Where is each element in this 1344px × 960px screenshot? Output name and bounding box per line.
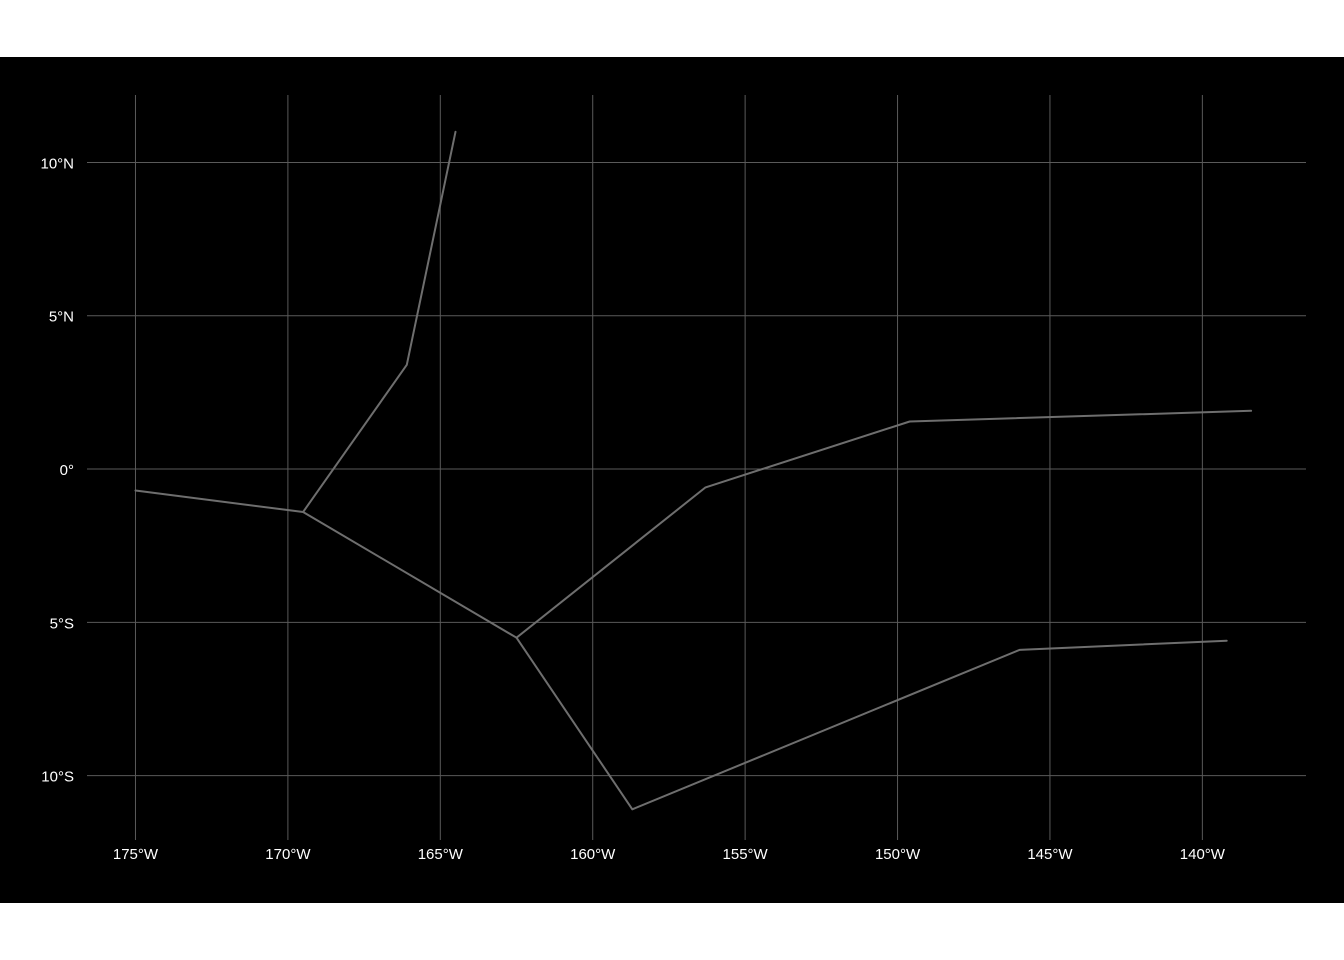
graticule: [87, 95, 1306, 840]
boundary-line: [515, 409, 1253, 639]
x-tick-label: 155°W: [723, 846, 769, 863]
boundary-lines: [134, 130, 1253, 811]
y-tick-label: 10°N: [40, 155, 74, 172]
boundary-line: [134, 489, 1228, 811]
y-axis-labels: 10°N 5°N 0° 5°S 10°S: [40, 155, 74, 785]
x-axis-labels: 175°W 170°W 165°W 160°W 155°W 150°W 145°W 140°W: [113, 846, 1226, 863]
x-tick-label: 140°W: [1180, 846, 1226, 863]
boundary-line: [302, 130, 457, 513]
x-tick-label: 175°W: [113, 846, 159, 863]
x-tick-label: 160°W: [570, 846, 616, 863]
x-tick-label: 145°W: [1027, 846, 1073, 863]
y-tick-label: 10°S: [41, 769, 74, 786]
x-tick-label: 170°W: [265, 846, 311, 863]
map-panel: 175°W 170°W 165°W 160°W 155°W 150°W 145°W 140°W…: [0, 57, 1344, 903]
y-tick-label: 5°S: [50, 615, 74, 632]
y-tick-label: 5°N: [49, 309, 74, 326]
map-canvas: 175°W 170°W 165°W 160°W 155°W 150°W 145°W 140°W…: [40, 95, 1306, 863]
x-tick-label: 165°W: [418, 846, 464, 863]
y-tick-label: 0°: [60, 462, 74, 479]
x-tick-label: 150°W: [875, 846, 921, 863]
